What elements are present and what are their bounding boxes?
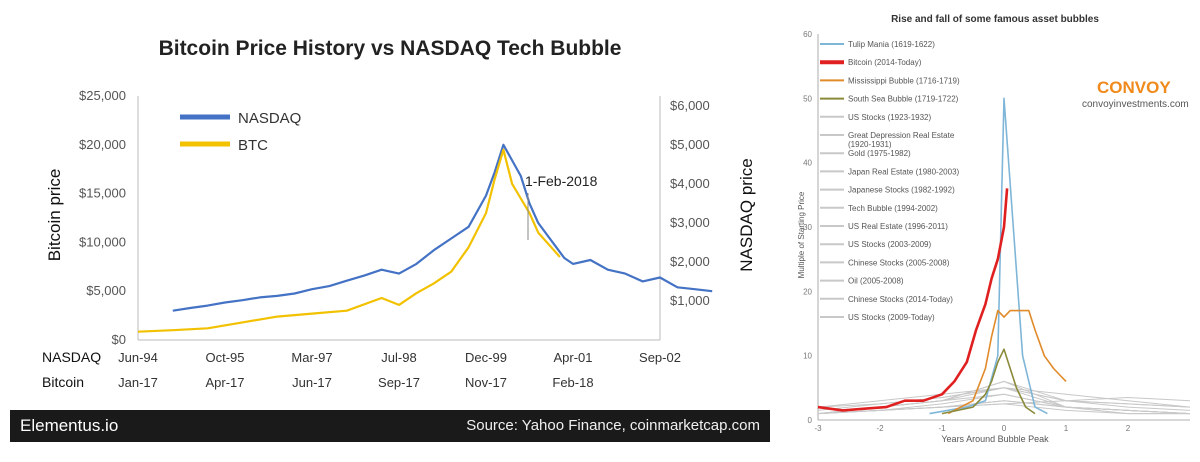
legend-label-nasdaq: NASDAQ (238, 110, 301, 127)
x-tick-nasdaq: Jul-98 (381, 350, 416, 365)
annotation-label: 1-Feb-2018 (525, 173, 598, 189)
x-tick-bubbles: 1 (1064, 424, 1069, 433)
series-line-btc (137, 148, 561, 333)
footer-source: Source: Yahoo Finance, coinmarketcap.com (466, 417, 760, 434)
series-line-nasdaq (172, 143, 713, 312)
y-tick-left: $10,000 (79, 234, 126, 249)
x-tick-bubbles: -2 (876, 424, 884, 433)
x-tick-nasdaq: Sep-02 (639, 350, 681, 365)
asset-bubbles-chart: Rise and fall of some famous asset bubbl… (797, 14, 1191, 444)
y-tick-bubbles: 30 (803, 223, 812, 232)
x-tick-bitcoin: Jun-17 (292, 375, 332, 390)
x-tick-bitcoin: Apr-17 (205, 375, 244, 390)
x-tick-bubbles: -3 (814, 424, 822, 433)
legend-label: Japan Real Estate (1980-2003) (848, 167, 960, 176)
y-tick-left: $5,000 (86, 283, 126, 298)
x-row-label-nasdaq: NASDAQ (42, 349, 101, 365)
y-tick-left: $25,000 (79, 88, 126, 103)
bubble-line (817, 188, 1009, 412)
y-axis-label-right: NASDAQ price (737, 158, 756, 271)
legend-label: Tech Bubble (1994-2002) (848, 204, 938, 213)
y-tick-right: $3,000 (670, 215, 710, 230)
x-tick-bitcoin: Jan-17 (118, 375, 158, 390)
y-tick-right: $2,000 (670, 254, 710, 269)
x-tick-bubbles: 0 (1002, 424, 1007, 433)
x-row-label-bitcoin: Bitcoin (42, 374, 84, 390)
legend-label: US Real Estate (1996-2011) (848, 222, 948, 231)
x-tick-bitcoin: Feb-18 (552, 375, 593, 390)
y-tick-right: $5,000 (670, 137, 710, 152)
y-tick-bubbles: 20 (803, 287, 812, 296)
legend-bubbles: Tulip Mania (1619-1622) Bitcoin (2014-Tod… (820, 40, 960, 322)
asset-bubbles-panel: Rise and fall of some famous asset bubbl… (790, 0, 1200, 457)
legend-label: US Stocks (2003-2009) (848, 240, 931, 249)
legend-label: Great Depression Real Estate (1920-1931) (848, 131, 955, 149)
x-ticks: NASDAQ Bitcoin Jun-94 Oct-95 Mar-97 Jul-98 Dec… (42, 349, 681, 390)
x-tick-bubbles: 2 (1126, 424, 1131, 433)
y-ticks-left: $0 $5,000 $10,000 $15,000 $20,000 $25,000 (79, 88, 126, 347)
y-axis-label-left: Bitcoin price (45, 169, 64, 262)
legend-label: Mississippi Bubble (1716-1719) (848, 76, 960, 85)
bubble-line (941, 348, 1036, 415)
x-tick-bitcoin: Sep-17 (378, 375, 420, 390)
x-tick-nasdaq: Jun-94 (118, 350, 158, 365)
y-tick-right: $1,000 (670, 293, 710, 308)
legend-label: Japanese Stocks (1982-1992) (848, 186, 955, 195)
y-tick-bubbles: 60 (803, 30, 812, 39)
legend-label-btc: BTC (238, 137, 268, 154)
convoy-url: convoyinvestments.com (1082, 99, 1189, 110)
x-tick-nasdaq: Oct-95 (205, 350, 244, 365)
x-tick-bitcoin: Nov-17 (465, 375, 507, 390)
chart-title: Bitcoin Price History vs NASDAQ Tech Bub… (159, 37, 622, 60)
y-tick-bubbles: 50 (803, 94, 812, 103)
legend-label: US Stocks (1923-1932) (848, 113, 931, 122)
x-tick-nasdaq: Dec-99 (465, 350, 507, 365)
y-tick-left: $0 (112, 332, 126, 347)
legend-label: Oil (2005-2008) (848, 277, 904, 286)
y-axis-label-bubbles: Multiple of Starting Price (797, 191, 806, 278)
y-tick-left: $20,000 (79, 137, 126, 152)
x-ticks-bubbles: -3 -2 -1 0 1 2 (814, 424, 1130, 433)
x-tick-bubbles: -1 (938, 424, 946, 433)
bubble-lines (817, 97, 1191, 415)
y-ticks-right: $1,000 $2,000 $3,000 $4,000 $5,000 $6,000 (670, 98, 710, 308)
legend-label: US Stocks (2009-Today) (848, 313, 935, 322)
legend-label: South Sea Bubble (1719-1722) (848, 95, 959, 104)
y-tick-right: $6,000 (670, 98, 710, 113)
footer-bar: Elementus.io Source: Yahoo Finance, coin… (10, 410, 770, 442)
legend-label: Chinese Stocks (2014-Today) (848, 295, 953, 304)
legend-label: Gold (1975-1982) (848, 149, 911, 158)
convoy-logo-text: CONVOY (1097, 78, 1171, 97)
y-tick-right: $4,000 (670, 176, 710, 191)
y-tick-bubbles: 40 (803, 159, 812, 168)
y-tick-bubbles: 10 (803, 352, 812, 361)
legend-label: Chinese Stocks (2005-2008) (848, 258, 950, 267)
y-tick-bubbles: 0 (808, 416, 813, 425)
legend-label: Bitcoin (2014-Today) (848, 58, 922, 67)
x-axis-label-bubbles: Years Around Bubble Peak (941, 434, 1049, 444)
bubble-line (947, 309, 1067, 415)
btc-vs-nasdaq-panel: Bitcoin Price History vs NASDAQ Tech Bub… (10, 37, 770, 442)
y-ticks-bubbles: 0 10 20 30 40 50 60 (803, 30, 812, 425)
y-tick-left: $15,000 (79, 186, 126, 201)
x-tick-nasdaq: Apr-01 (553, 350, 592, 365)
btc-vs-nasdaq-chart: Bitcoin Price History vs NASDAQ Tech Bub… (42, 37, 756, 390)
series-lines (137, 143, 713, 333)
legend-label: Tulip Mania (1619-1622) (848, 40, 935, 49)
footer-brand: Elementus.io (20, 416, 119, 435)
legend: NASDAQ BTC (180, 110, 301, 154)
bubble-line (817, 397, 1191, 415)
chart-title-bubbles: Rise and fall of some famous asset bubbl… (891, 14, 1099, 25)
x-tick-nasdaq: Mar-97 (291, 350, 332, 365)
bubble-line (929, 97, 1048, 415)
